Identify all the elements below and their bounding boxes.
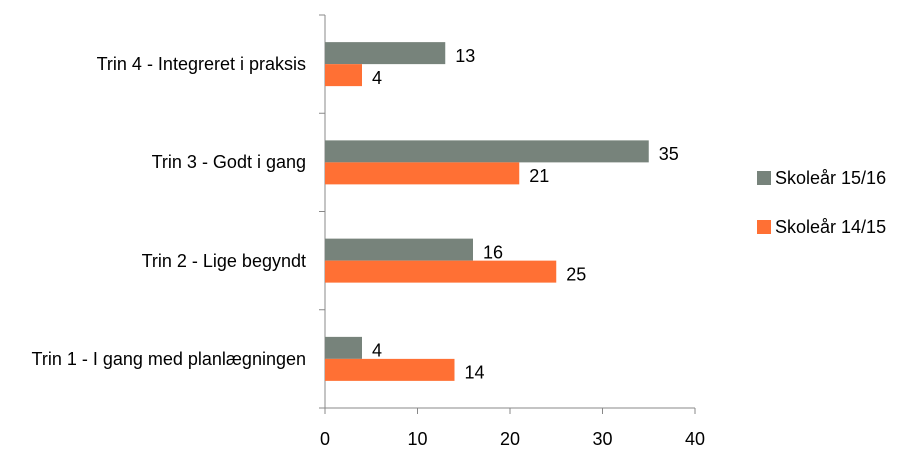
- legend-swatch: [757, 220, 771, 234]
- x-tick-label: 30: [592, 429, 612, 449]
- legend-label: Skoleår 14/15: [775, 217, 886, 237]
- bar: [325, 336, 362, 359]
- category-text: Trin 2 - Lige begyndt: [141, 250, 306, 271]
- y-tick-label: Trin 3 - Godt i gang: [0, 132, 306, 192]
- bar: [325, 358, 455, 381]
- data-label: 16: [483, 242, 503, 262]
- bar: [325, 260, 557, 283]
- data-label: 4: [372, 68, 382, 88]
- x-tick-label: 0: [320, 429, 330, 449]
- x-tick-label: 40: [685, 429, 705, 449]
- category-text: Trin 1 - I gang med planlægningen: [31, 348, 307, 369]
- bar: [325, 238, 473, 261]
- bar: [325, 42, 446, 65]
- x-tick-label: 10: [407, 429, 427, 449]
- bar: [325, 162, 520, 185]
- legend-label: Skoleår 15/16: [775, 168, 886, 188]
- data-label: 4: [372, 341, 382, 361]
- data-label: 14: [465, 363, 485, 383]
- x-tick-label: 20: [500, 429, 520, 449]
- bar: [325, 140, 649, 163]
- y-tick-label: Trin 4 - Integreret i praksis: [0, 34, 306, 94]
- category-text: Trin 3 - Godt i gang: [151, 152, 306, 173]
- bar: [325, 64, 362, 87]
- y-tick-label: Trin 1 - I gang med planlægningen: [0, 329, 307, 389]
- data-label: 13: [455, 46, 475, 66]
- category-text: Trin 4 - Integreret i praksis: [96, 54, 306, 75]
- data-label: 25: [566, 264, 586, 284]
- data-label: 35: [659, 144, 679, 164]
- data-label: 21: [529, 166, 549, 186]
- y-tick-label: Trin 2 - Lige begyndt: [0, 231, 306, 291]
- legend-swatch: [757, 171, 771, 185]
